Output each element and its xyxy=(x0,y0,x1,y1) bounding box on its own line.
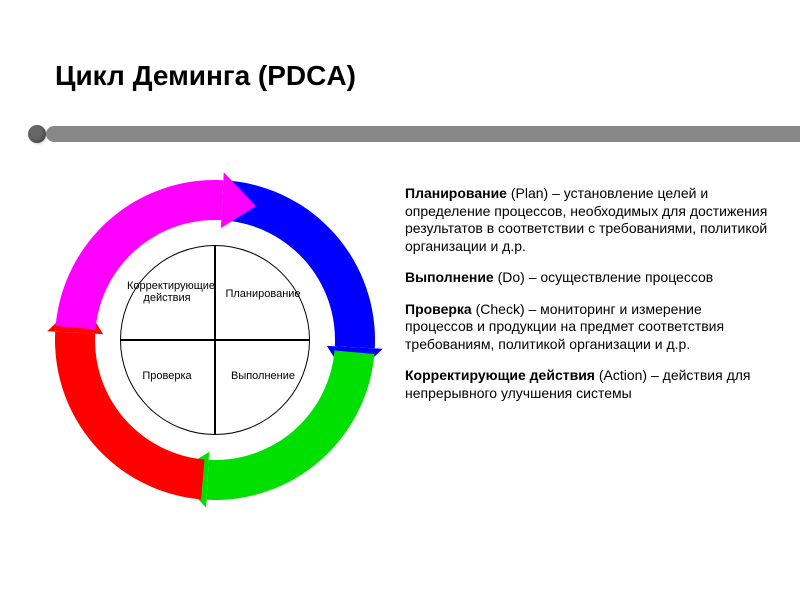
crosshair-horizontal xyxy=(120,339,310,341)
description-item: Планирование (Plan) – установление целей… xyxy=(405,185,770,255)
page-title: Цикл Деминга (PDCA) xyxy=(55,60,356,92)
quadrant-label-check: Проверка xyxy=(127,370,207,382)
title-underline-bar xyxy=(46,126,800,142)
description-item: Проверка (Check) – мониторинг и измерени… xyxy=(405,301,770,354)
pdca-diagram: Планирование Корректирующие действия Про… xyxy=(45,170,385,510)
quadrant-label-do: Выполнение xyxy=(223,370,303,382)
description-item: Выполнение (Do) – осуществление процессо… xyxy=(405,269,770,287)
descriptions: Планирование (Plan) – установление целей… xyxy=(405,185,770,416)
quadrant-label-action: Корректирующие действия xyxy=(127,280,207,304)
quadrant-label-plan: Планирование xyxy=(223,288,303,300)
title-bullet xyxy=(28,125,46,143)
description-item: Корректирующие действия (Action) – дейст… xyxy=(405,367,770,402)
